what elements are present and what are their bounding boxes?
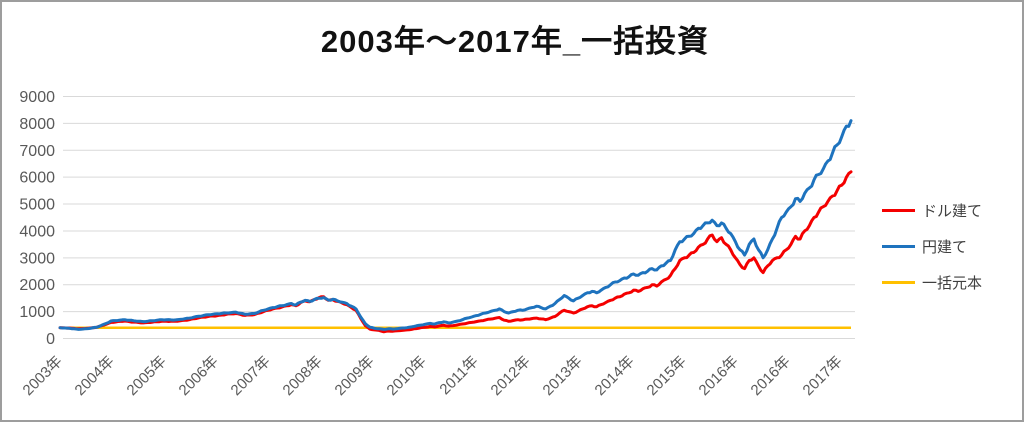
legend-item-2: 一括元本 bbox=[882, 270, 1018, 294]
x-axis-tick-label: 2009年 bbox=[332, 353, 378, 399]
y-axis-tick-label: 7000 bbox=[19, 143, 55, 160]
x-axis-tick-label: 2017年 bbox=[800, 353, 846, 399]
legend-item-0: ドル建て bbox=[882, 198, 1018, 222]
y-axis-tick-label: 9000 bbox=[19, 89, 55, 106]
y-axis-tick-label: 2000 bbox=[19, 277, 55, 294]
legend-line-swatch bbox=[882, 244, 915, 248]
chart-legend: ドル建て円建て一括元本 bbox=[882, 198, 1018, 306]
x-axis-tick-label: 2005年 bbox=[124, 353, 170, 399]
series-line-dollar bbox=[58, 170, 853, 334]
legend-item-1: 円建て bbox=[882, 234, 1018, 258]
x-axis-tick-label: 2016年 bbox=[696, 353, 742, 399]
legend-line-swatch bbox=[882, 280, 915, 284]
x-axis-tick-label: 2004年 bbox=[72, 353, 118, 399]
x-axis-tick-label: 2007年 bbox=[228, 353, 274, 399]
series-line-yen bbox=[58, 119, 853, 331]
x-axis-tick-label: 2011年 bbox=[436, 353, 481, 398]
x-axis-tick-label: 2003年 bbox=[20, 353, 66, 399]
x-axis-tick-label: 2010年 bbox=[384, 353, 430, 399]
x-axis-tick-label: 2012年 bbox=[488, 353, 534, 399]
x-axis-tick-label: 2013年 bbox=[540, 353, 586, 399]
y-axis-tick-label: 5000 bbox=[19, 197, 55, 214]
legend-label: 円建て bbox=[922, 238, 968, 256]
legend-label: 一括元本 bbox=[922, 274, 983, 292]
y-axis-tick-label: 6000 bbox=[19, 170, 55, 187]
x-axis-tick-label: 2014年 bbox=[592, 353, 638, 399]
legend-line-swatch bbox=[882, 208, 915, 212]
legend-label: ドル建て bbox=[922, 202, 983, 220]
y-axis-tick-label: 3000 bbox=[19, 250, 55, 267]
y-axis-tick-label: 4000 bbox=[19, 223, 55, 240]
y-axis-tick-label: 1000 bbox=[19, 304, 55, 321]
chart-title: 2003年～2017年_一括投資 bbox=[320, 24, 710, 59]
y-axis-tick-label: 0 bbox=[46, 331, 55, 348]
y-axis-tick-label: 8000 bbox=[19, 116, 55, 133]
x-axis-tick-label: 2016年 bbox=[748, 353, 794, 399]
x-axis-tick-label: 2008年 bbox=[280, 353, 326, 399]
x-axis-tick-label: 2006年 bbox=[176, 353, 222, 399]
x-axis-tick-label: 2015年 bbox=[644, 353, 690, 399]
